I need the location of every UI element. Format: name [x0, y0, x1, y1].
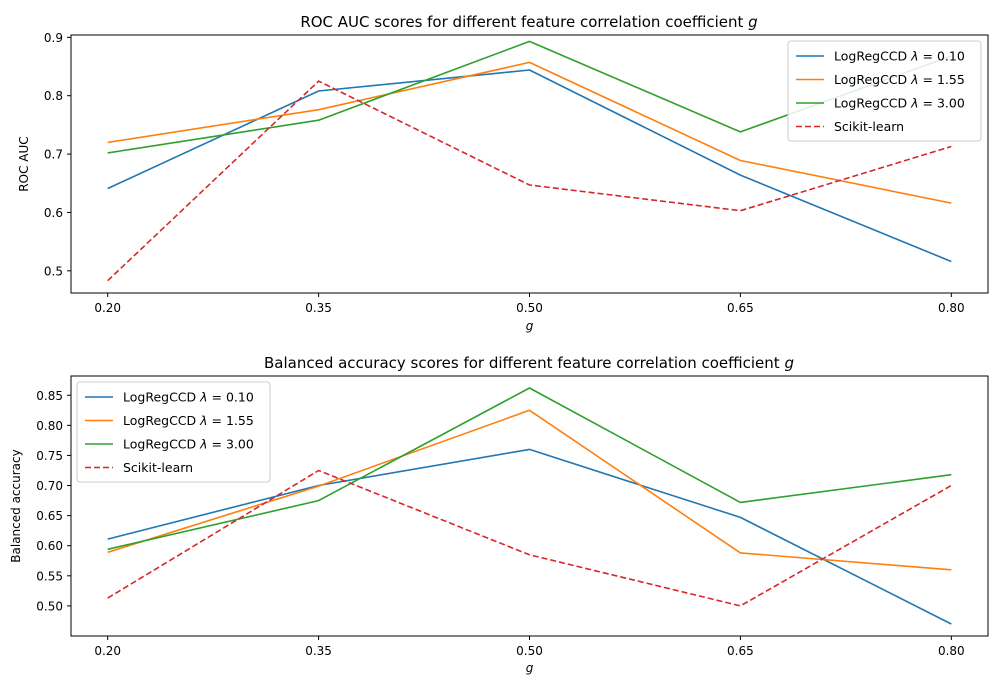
- balanced-accuracy-x-tick-label: 0.80: [938, 644, 965, 658]
- balanced-accuracy-legend: LogRegCCD λ = 0.10 LogRegCCD λ = 1.55 LogR…: [76, 381, 271, 483]
- balanced-accuracy-y-tick-label: 0.55: [36, 569, 63, 583]
- balanced-accuracy-x-tick-label: 0.50: [516, 644, 543, 658]
- roc-auc-x-tick-label: 0.20: [94, 301, 121, 315]
- balanced-accuracy-y-axis-label: Balanced accuracy: [9, 449, 23, 562]
- roc-auc-x-tick-label: 0.65: [727, 301, 754, 315]
- roc-auc-plot-frame: [70, 34, 989, 294]
- balanced-accuracy-legend-label-1: LogRegCCD λ = 1.55: [123, 413, 254, 428]
- balanced-accuracy-y-tick-label: 0.65: [36, 509, 63, 523]
- balanced-accuracy-y-tick-label: 0.70: [36, 479, 63, 493]
- balanced-accuracy-legend-label-0: LogRegCCD λ = 0.10: [123, 390, 254, 405]
- roc-auc-series-line-0: [107, 69, 952, 263]
- roc-auc-legend: LogRegCCD λ = 0.10 LogRegCCD λ = 1.55 LogR…: [787, 40, 982, 142]
- roc-auc-y-tick-label: 0.7: [44, 148, 63, 162]
- balanced-accuracy-series-line-3: [107, 469, 952, 607]
- balanced-accuracy-x-tick-label: 0.65: [727, 644, 754, 658]
- roc-auc-legend-label-1: LogRegCCD λ = 1.55: [834, 72, 965, 87]
- balanced-accuracy-x-axis-label: g: [526, 661, 534, 675]
- balanced-accuracy-series-lines: [107, 387, 952, 625]
- balanced-accuracy-chart-title: Balanced accuracy scores for different f…: [264, 354, 794, 372]
- balanced-accuracy-y-tick-label: 0.50: [36, 599, 63, 613]
- balanced-accuracy-plot-frame: [70, 375, 989, 637]
- balanced-accuracy-y-tick-label: 0.75: [36, 449, 63, 463]
- balanced-accuracy-y-ticks: 0.50 0.55 0.60 0.65 0.70 0.75 0.80 0.85: [36, 389, 71, 613]
- roc-auc-y-axis-label: ROC AUC: [17, 136, 31, 191]
- roc-auc-x-tick-label: 0.50: [516, 301, 543, 315]
- balanced-accuracy-x-ticks: 0.20 0.35 0.50 0.65 0.80: [94, 636, 965, 658]
- balanced-accuracy-series-line-0: [107, 448, 952, 625]
- roc-auc-y-tick-label: 0.8: [44, 89, 63, 103]
- balanced-accuracy-y-tick-label: 0.85: [36, 389, 63, 403]
- roc-auc-x-tick-label: 0.35: [305, 301, 332, 315]
- roc-auc-chart: ROC AUC scores for different feature cor…: [17, 13, 989, 333]
- roc-auc-series-line-3: [107, 80, 952, 282]
- balanced-accuracy-y-tick-label: 0.60: [36, 539, 63, 553]
- balanced-accuracy-legend-label-2: LogRegCCD λ = 3.00: [123, 437, 254, 452]
- balanced-accuracy-legend-label-3: Scikit-learn: [123, 460, 193, 475]
- roc-auc-legend-box: [787, 40, 982, 142]
- balanced-accuracy-chart: Balanced accuracy scores for different f…: [9, 354, 989, 675]
- roc-auc-y-ticks: 0.5 0.6 0.7 0.8 0.9: [44, 31, 71, 278]
- roc-auc-y-tick-label: 0.6: [44, 206, 63, 220]
- roc-auc-series-line-1: [107, 61, 952, 204]
- balanced-accuracy-legend-box: [76, 381, 271, 483]
- roc-auc-legend-label-3: Scikit-learn: [834, 119, 904, 134]
- balanced-accuracy-series-line-2: [107, 387, 952, 551]
- balanced-accuracy-y-tick-label: 0.80: [36, 419, 63, 433]
- roc-auc-legend-label-0: LogRegCCD λ = 0.10: [834, 49, 965, 64]
- roc-auc-x-tick-label: 0.80: [938, 301, 965, 315]
- roc-auc-legend-label-2: LogRegCCD λ = 3.00: [834, 96, 965, 111]
- roc-auc-x-ticks: 0.20 0.35 0.50 0.65 0.80: [94, 293, 965, 315]
- roc-auc-y-tick-label: 0.5: [44, 264, 63, 278]
- roc-auc-x-axis-label: g: [526, 319, 534, 333]
- roc-auc-chart-title: ROC AUC scores for different feature cor…: [300, 13, 757, 31]
- balanced-accuracy-series-line-1: [107, 409, 952, 571]
- roc-auc-y-tick-label: 0.9: [44, 31, 63, 45]
- balanced-accuracy-x-tick-label: 0.20: [94, 644, 121, 658]
- balanced-accuracy-x-tick-label: 0.35: [305, 644, 332, 658]
